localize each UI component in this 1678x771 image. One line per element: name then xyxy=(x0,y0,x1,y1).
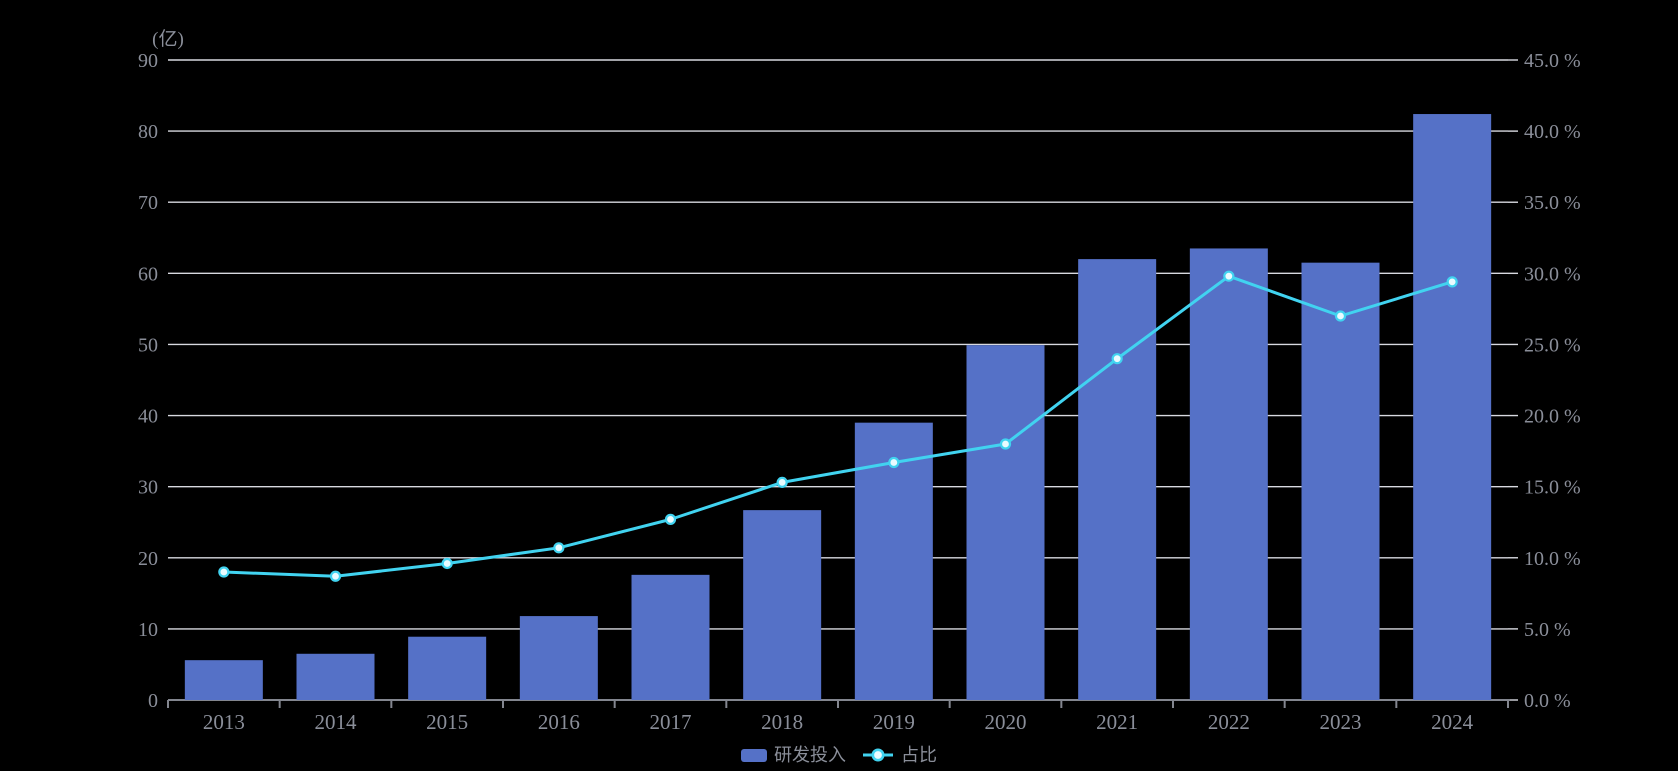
right-axis-tick-label: 30.0 % xyxy=(1524,263,1581,285)
left-axis-tick-label: 80 xyxy=(138,121,158,143)
line-marker-2014 xyxy=(329,570,342,582)
line-marker-2018 xyxy=(776,476,788,488)
right-axis-tick-label: 40.0 % xyxy=(1524,121,1581,143)
bar-2017 xyxy=(631,574,710,700)
right-axis-tick-label: 5.0 % xyxy=(1524,619,1571,641)
line-marker-2021 xyxy=(1111,353,1123,365)
x-axis-category-label: 2024 xyxy=(1431,710,1474,734)
x-axis-category-label: 2015 xyxy=(426,710,468,734)
legend-line-series-label: 占比 xyxy=(901,745,937,765)
x-axis-category-label: 2014 xyxy=(315,710,358,734)
legend-item-line-series[interactable]: 占比 xyxy=(862,746,937,764)
legend-item-bar-series[interactable]: 研发投入 xyxy=(741,746,846,764)
line-marker-2023 xyxy=(1334,310,1347,322)
left-axis-tick-label: 30 xyxy=(138,477,158,499)
bar-2014 xyxy=(296,653,375,700)
right-axis-tick-label: 20.0 % xyxy=(1524,406,1581,428)
bar-2013 xyxy=(184,660,263,700)
line-marker-2016 xyxy=(553,542,565,554)
bar-2016 xyxy=(519,616,598,700)
bar-2020 xyxy=(966,345,1045,700)
x-axis-category-label: 2019 xyxy=(873,710,915,734)
x-axis-category-label: 2013 xyxy=(203,710,245,734)
percentage-line xyxy=(222,274,1454,578)
right-axis-tick-label: 15.0 % xyxy=(1524,477,1581,499)
line-marker-2015 xyxy=(441,557,453,570)
right-axis-tick-label: 35.0 % xyxy=(1524,192,1581,214)
line-marker-2024 xyxy=(1446,276,1458,288)
x-axis-category-label: 2017 xyxy=(650,710,692,734)
x-axis-category-label: 2018 xyxy=(761,710,803,734)
bar-2018 xyxy=(743,510,822,700)
left-axis-unit-label: (亿) xyxy=(152,29,184,50)
line-marker-2022 xyxy=(1223,270,1235,282)
x-axis-category-label: 2016 xyxy=(538,710,580,734)
line-marker-2019 xyxy=(888,456,900,469)
right-axis-tick-label: 25.0 % xyxy=(1524,334,1581,356)
left-axis-tick-label: 20 xyxy=(138,548,158,570)
line-marker-2020 xyxy=(999,438,1012,450)
bar-2023 xyxy=(1301,262,1380,700)
bar-series-swatch-icon xyxy=(741,748,767,762)
left-axis-tick-label: 40 xyxy=(138,406,158,428)
bar-2021 xyxy=(1078,259,1157,700)
x-axis-category-label: 2020 xyxy=(985,710,1027,734)
line-marker-2017 xyxy=(664,513,677,525)
chart-legend: 研发投入 占比 xyxy=(0,744,1678,766)
left-axis-tick-label: 0 xyxy=(148,690,158,712)
bar-2019 xyxy=(854,422,933,700)
left-axis-tick-label: 10 xyxy=(138,619,158,641)
left-axis-tick-label: 60 xyxy=(138,263,158,285)
left-axis-tick-label: 90 xyxy=(138,50,158,72)
left-axis-tick-label: 70 xyxy=(138,192,158,214)
bar-2024 xyxy=(1413,114,1492,701)
line-series-marker-icon xyxy=(863,748,893,762)
right-axis-tick-label: 45.0 % xyxy=(1524,50,1581,72)
line-marker-2013 xyxy=(218,566,230,578)
x-axis-category-label: 2021 xyxy=(1096,710,1138,734)
x-axis-category-label: 2022 xyxy=(1208,710,1250,734)
x-axis-category-label: 2023 xyxy=(1320,710,1362,734)
left-axis-tick-label: 50 xyxy=(138,334,158,356)
legend-bar-series-label: 研发投入 xyxy=(774,745,846,765)
bar-2015 xyxy=(408,636,487,700)
bar-2022 xyxy=(1189,248,1268,700)
right-axis-tick-label: 10.0 % xyxy=(1524,548,1581,570)
right-axis-tick-label: 0.0 % xyxy=(1524,690,1571,712)
